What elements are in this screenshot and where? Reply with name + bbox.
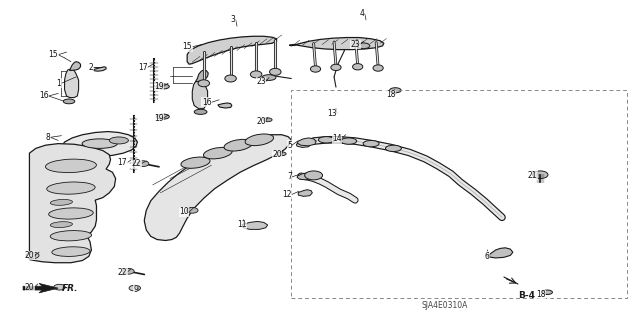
Ellipse shape	[353, 63, 363, 70]
Ellipse shape	[310, 66, 321, 72]
Text: 10: 10	[179, 207, 189, 216]
Text: 1: 1	[56, 79, 61, 88]
Ellipse shape	[542, 290, 552, 294]
Text: 23: 23	[351, 40, 360, 49]
Polygon shape	[296, 141, 311, 147]
Text: 23: 23	[256, 77, 266, 86]
Circle shape	[129, 285, 141, 291]
Polygon shape	[487, 248, 513, 258]
Text: 4: 4	[360, 9, 365, 18]
Text: 19: 19	[154, 82, 164, 91]
Text: 14: 14	[332, 134, 342, 143]
Ellipse shape	[269, 68, 281, 75]
Circle shape	[532, 171, 548, 179]
Circle shape	[26, 252, 39, 259]
Ellipse shape	[194, 109, 207, 115]
Text: 16: 16	[202, 98, 211, 107]
Ellipse shape	[390, 88, 401, 93]
Text: 12: 12	[282, 190, 292, 199]
Text: SJA4E0310A: SJA4E0310A	[421, 301, 468, 310]
Ellipse shape	[47, 182, 95, 194]
Text: 15: 15	[49, 50, 58, 59]
Ellipse shape	[51, 199, 72, 205]
Text: B-4: B-4	[518, 291, 535, 300]
Text: 16: 16	[39, 92, 49, 100]
Text: FR.: FR.	[61, 284, 78, 293]
Ellipse shape	[157, 114, 170, 119]
Text: 2: 2	[88, 63, 93, 72]
Polygon shape	[192, 81, 207, 109]
Text: 18: 18	[386, 90, 396, 99]
Ellipse shape	[340, 138, 356, 144]
Circle shape	[29, 254, 36, 257]
Text: 20: 20	[25, 251, 35, 260]
Text: 15: 15	[182, 42, 192, 51]
Ellipse shape	[63, 99, 75, 104]
Ellipse shape	[181, 157, 210, 168]
Text: 7: 7	[287, 173, 292, 182]
Ellipse shape	[51, 222, 72, 227]
Text: 20: 20	[272, 150, 282, 159]
Polygon shape	[289, 38, 384, 50]
Ellipse shape	[49, 208, 93, 219]
Text: 17: 17	[138, 63, 148, 72]
Polygon shape	[61, 131, 138, 156]
Bar	[291, 90, 627, 298]
Polygon shape	[29, 144, 116, 263]
Text: 22: 22	[132, 159, 141, 168]
Text: 18: 18	[536, 290, 546, 299]
Ellipse shape	[385, 145, 401, 152]
Ellipse shape	[109, 137, 129, 144]
Text: 22: 22	[118, 268, 127, 277]
Text: 5: 5	[287, 141, 292, 150]
Ellipse shape	[319, 137, 334, 143]
Text: 11: 11	[237, 220, 246, 229]
Circle shape	[54, 284, 65, 290]
Text: 6: 6	[485, 252, 490, 261]
Text: 19: 19	[154, 114, 164, 123]
Text: 20: 20	[256, 117, 266, 126]
Text: 20: 20	[25, 283, 35, 292]
Circle shape	[305, 171, 323, 180]
Ellipse shape	[263, 118, 272, 122]
Polygon shape	[297, 173, 312, 180]
Polygon shape	[70, 62, 81, 70]
Polygon shape	[297, 138, 316, 146]
Ellipse shape	[357, 43, 370, 49]
Text: 8: 8	[45, 133, 51, 142]
Polygon shape	[93, 67, 106, 71]
Polygon shape	[298, 190, 312, 196]
Text: 3: 3	[231, 15, 236, 24]
Ellipse shape	[277, 152, 286, 156]
Ellipse shape	[363, 140, 379, 147]
Text: 13: 13	[328, 109, 337, 118]
Ellipse shape	[373, 65, 383, 71]
Circle shape	[123, 269, 134, 274]
Polygon shape	[187, 36, 276, 64]
Ellipse shape	[204, 147, 232, 159]
Text: 9: 9	[133, 285, 138, 293]
Ellipse shape	[82, 139, 117, 148]
Polygon shape	[242, 221, 268, 229]
Circle shape	[138, 161, 149, 167]
Polygon shape	[23, 283, 58, 293]
Polygon shape	[65, 69, 79, 98]
Polygon shape	[145, 135, 291, 241]
Ellipse shape	[250, 71, 262, 78]
Polygon shape	[195, 70, 208, 82]
Ellipse shape	[262, 75, 276, 80]
Ellipse shape	[224, 139, 253, 151]
Circle shape	[186, 207, 198, 213]
Text: 21: 21	[527, 171, 537, 180]
Polygon shape	[218, 103, 232, 108]
Ellipse shape	[51, 231, 92, 241]
Ellipse shape	[45, 159, 97, 173]
Ellipse shape	[198, 80, 209, 87]
Ellipse shape	[157, 84, 170, 89]
Ellipse shape	[52, 247, 90, 256]
Text: 17: 17	[118, 158, 127, 167]
Ellipse shape	[225, 75, 236, 82]
Ellipse shape	[245, 134, 273, 146]
Ellipse shape	[331, 64, 341, 70]
